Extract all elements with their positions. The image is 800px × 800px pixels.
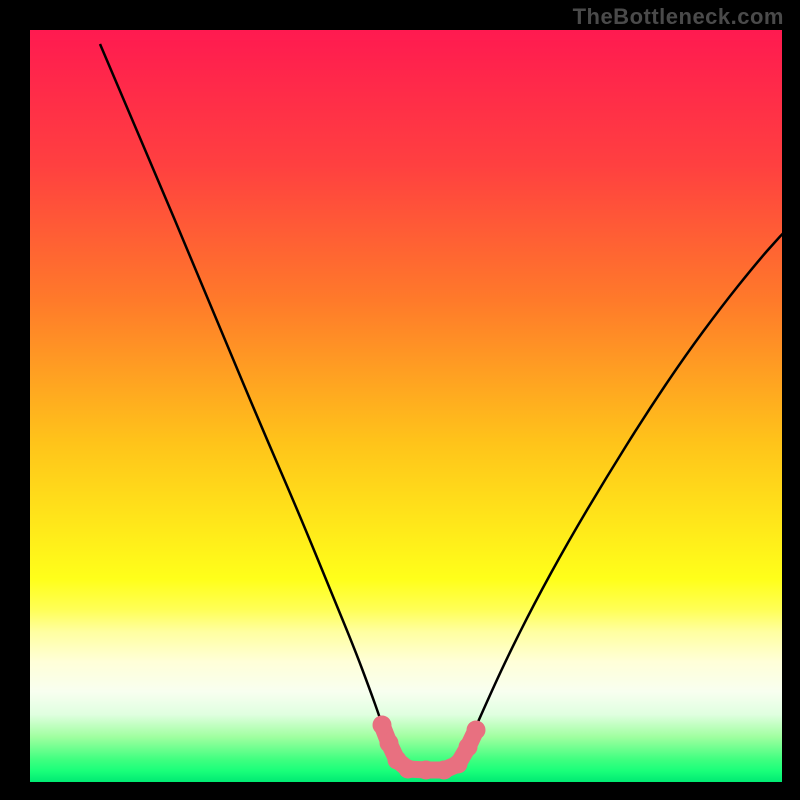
valley-curve bbox=[470, 208, 800, 740]
curves-svg bbox=[0, 0, 800, 800]
valley-marker bbox=[373, 716, 486, 780]
valley-curve bbox=[100, 44, 387, 740]
watermark-text: TheBottleneck.com bbox=[573, 4, 784, 30]
